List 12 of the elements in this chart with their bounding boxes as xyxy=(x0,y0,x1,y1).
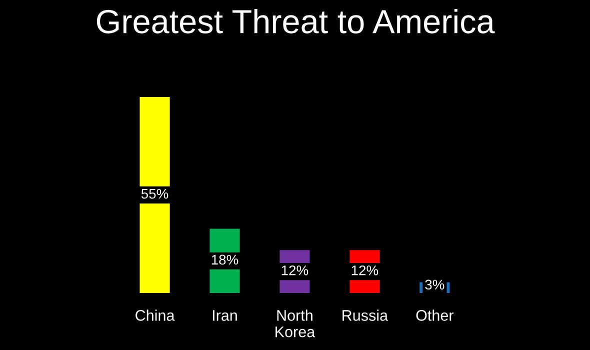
x-tick-label: Other xyxy=(416,310,454,321)
data-label: 12% xyxy=(282,265,308,276)
x-tick-label: Russia xyxy=(342,310,388,321)
bar xyxy=(140,96,170,293)
x-tick-label: Iran xyxy=(212,310,237,321)
data-label: 55% xyxy=(141,188,168,199)
data-label: 18% xyxy=(212,254,238,265)
data-label: 12% xyxy=(352,265,378,276)
x-tick-label: China xyxy=(136,310,175,321)
data-label: 3% xyxy=(425,280,444,290)
x-tick-label: North Korea xyxy=(276,310,316,338)
chart-title: Greatest Threat to America xyxy=(96,8,495,34)
